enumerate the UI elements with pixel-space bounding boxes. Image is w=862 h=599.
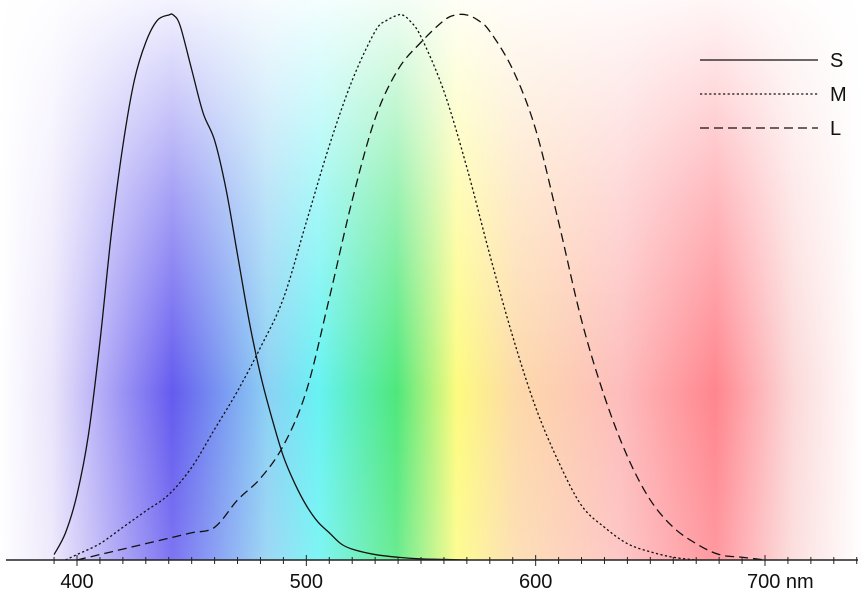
x-tick-label: 400 [60,571,93,593]
spectrum-background [0,0,862,560]
legend-label-M: M [830,84,847,106]
spectrum-fade-overlay [0,0,862,560]
series-line-M [65,13,697,561]
legend: SML [700,50,847,140]
legend-label-S: S [830,50,843,72]
x-tick-label: 600 [519,571,552,593]
x-axis-ticks [53,555,858,566]
legend-label-L: L [830,118,841,140]
sensitivity-curves [53,13,766,561]
x-tick-label: 700 nm [747,571,814,593]
x-tick-label: 500 [290,571,323,593]
series-line-S [53,13,467,561]
series-line-L [76,13,766,561]
x-axis-tick-labels: 400 500 600 700 nm [60,571,813,593]
